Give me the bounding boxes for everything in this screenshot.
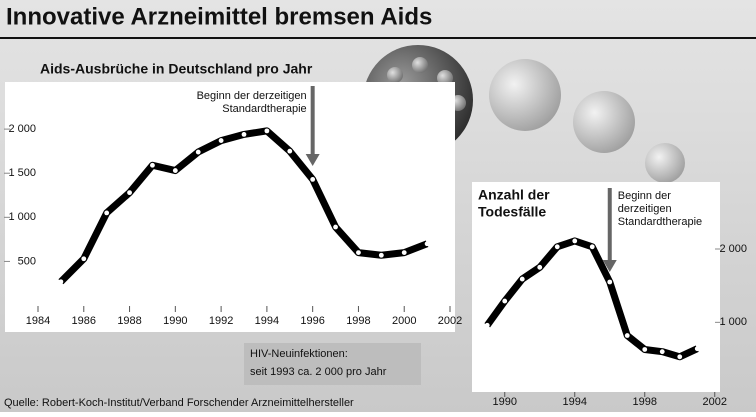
x-tick-label: 1996 bbox=[300, 315, 324, 327]
chart-title: Anzahl der bbox=[478, 187, 550, 203]
data-point bbox=[287, 148, 293, 154]
data-point bbox=[264, 128, 270, 134]
data-point bbox=[519, 276, 525, 282]
data-point bbox=[195, 149, 201, 155]
data-point bbox=[401, 250, 407, 256]
data-point bbox=[333, 224, 338, 230]
data-point bbox=[484, 322, 490, 328]
x-tick-label: 1990 bbox=[163, 315, 187, 327]
y-tick-label: 2 000 bbox=[8, 123, 36, 135]
note-text: seit 1993 ca. 2 000 pro Jahr bbox=[250, 366, 387, 378]
headline: Innovative Arzneimittel bremsen Aids bbox=[6, 3, 432, 30]
x-tick-label: 1998 bbox=[346, 315, 370, 327]
data-point bbox=[694, 346, 700, 352]
annotation-arrowhead bbox=[602, 260, 617, 272]
source: Quelle: Robert-Koch-Institut/Verband For… bbox=[4, 397, 354, 409]
annotation-text: derzeitigen bbox=[618, 203, 672, 215]
data-point bbox=[150, 162, 155, 168]
data-point bbox=[537, 264, 543, 270]
data-point bbox=[378, 252, 384, 258]
annotation-text: Standardtherapie bbox=[618, 216, 702, 228]
x-tick-label: 1988 bbox=[117, 315, 141, 327]
data-point bbox=[81, 256, 87, 262]
data-point bbox=[502, 298, 508, 304]
x-tick-label: 2002 bbox=[703, 396, 727, 408]
note-box bbox=[244, 343, 421, 385]
data-point bbox=[310, 176, 316, 182]
data-point bbox=[589, 244, 595, 250]
annotation-text: Standardtherapie bbox=[222, 103, 306, 115]
data-point bbox=[241, 132, 247, 137]
x-tick-label: 2000 bbox=[392, 315, 416, 327]
data-point bbox=[356, 250, 361, 256]
x-tick-label: 1994 bbox=[563, 396, 587, 408]
chart-title: Todesfälle bbox=[478, 204, 546, 220]
x-tick-label: 2002 bbox=[438, 315, 462, 327]
y-tick-label: 2 000 bbox=[719, 243, 747, 255]
data-point bbox=[572, 238, 578, 244]
annotation-text: Beginn der derzeitigen bbox=[197, 90, 307, 102]
data-point bbox=[624, 333, 630, 338]
x-tick-label: 1990 bbox=[493, 396, 517, 408]
x-tick-label: 1986 bbox=[72, 315, 96, 327]
data-point bbox=[218, 138, 224, 143]
y-tick-label: 1 000 bbox=[8, 211, 36, 223]
data-point bbox=[58, 279, 64, 285]
x-tick-label: 1992 bbox=[209, 315, 233, 327]
y-tick-label: 1 000 bbox=[719, 316, 747, 328]
x-tick-label: 1998 bbox=[633, 396, 657, 408]
chart-title: Aids-Ausbrüche in Deutschland pro Jahr bbox=[40, 61, 313, 77]
annotation-arrowhead bbox=[305, 154, 320, 166]
data-point bbox=[677, 354, 683, 360]
data-point bbox=[554, 244, 560, 250]
x-tick-label: 1984 bbox=[26, 315, 50, 327]
annotation-text: Beginn der bbox=[618, 190, 672, 202]
data-point bbox=[659, 349, 665, 355]
data-point bbox=[607, 279, 613, 285]
data-point bbox=[127, 190, 132, 196]
x-tick-label: 1994 bbox=[255, 315, 279, 327]
data-point bbox=[104, 210, 110, 216]
y-tick-label: 1 500 bbox=[8, 167, 36, 179]
data-point bbox=[172, 168, 178, 173]
plot-panel bbox=[5, 82, 455, 332]
data-point bbox=[424, 241, 430, 247]
y-tick-label: 500 bbox=[18, 255, 36, 267]
data-point bbox=[642, 347, 648, 352]
note-text: HIV-Neuinfektionen: bbox=[250, 348, 348, 360]
